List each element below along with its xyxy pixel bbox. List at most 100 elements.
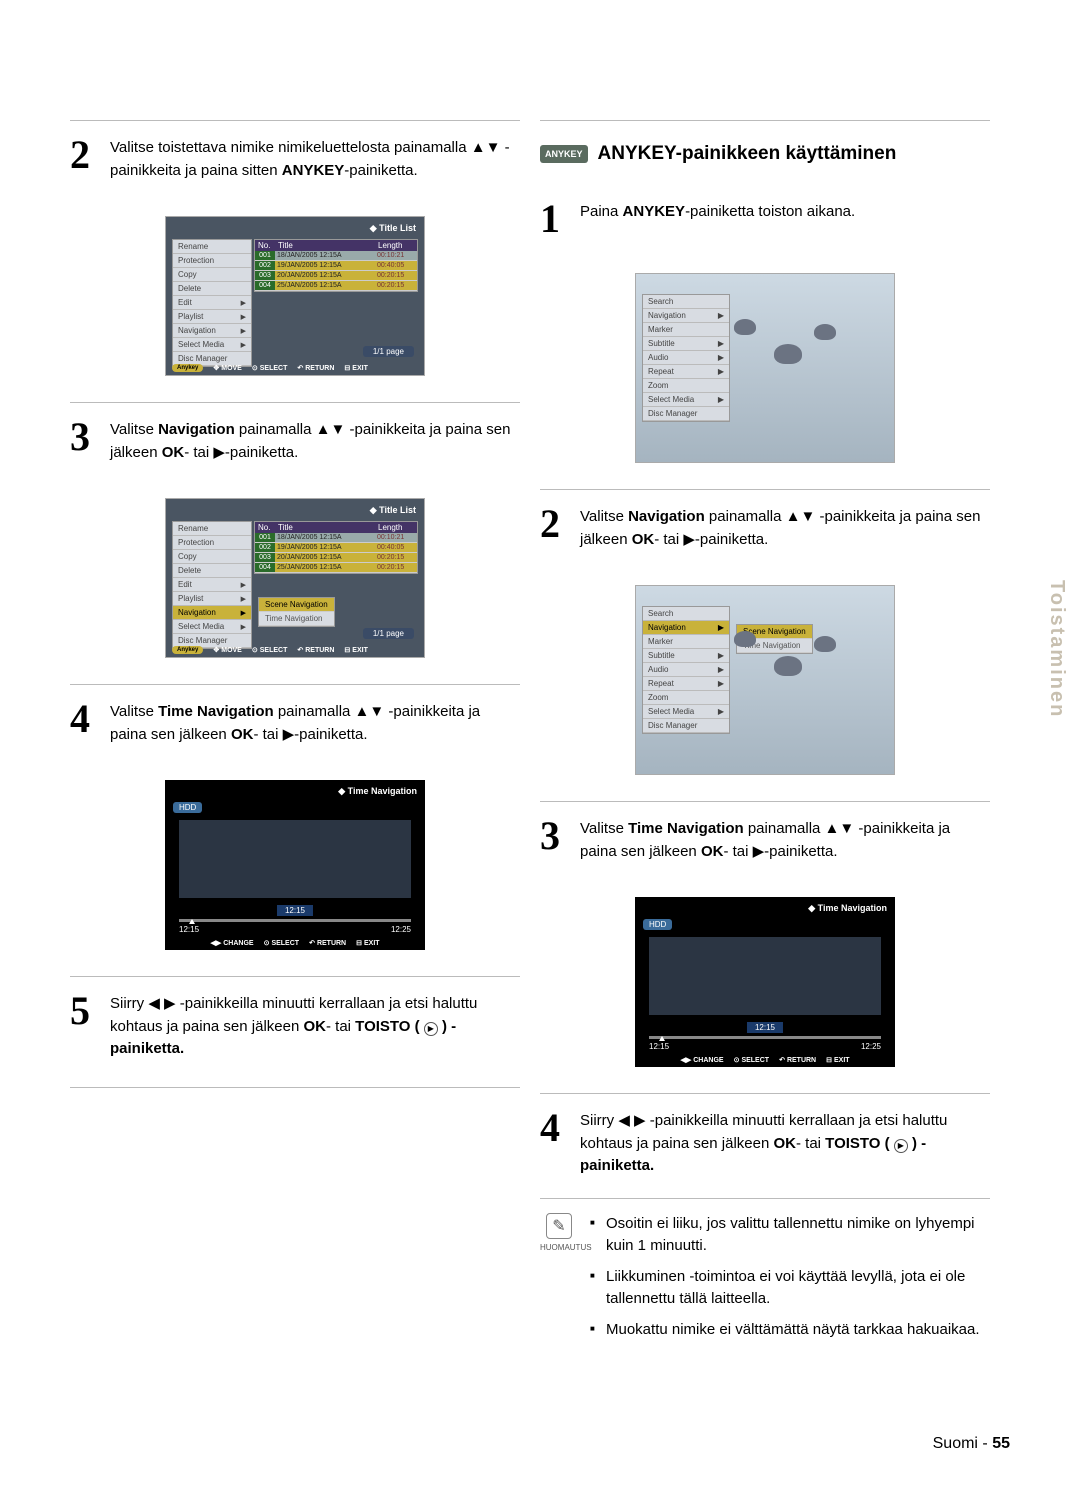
submenu-item[interactable]: Time Navigation [259,612,334,626]
cell: 18/JAN/2005 12:15A [275,251,375,260]
menu-item[interactable]: Delete [173,282,251,296]
menu-item[interactable]: Select Media▶ [643,393,729,407]
menu-item[interactable]: Navigation▶ [173,324,251,338]
menu-item[interactable]: Repeat▶ [643,365,729,379]
menu-item-selected[interactable]: Navigation▶ [173,606,251,620]
step-text: Valitse Navigation painamalla ▲▼ -painik… [580,504,990,551]
label: Select Media [178,622,224,631]
menu-item[interactable]: Subtitle▶ [643,649,729,663]
label: Navigation [178,608,216,617]
t: Valitse [110,703,158,720]
t: - tai [796,1135,825,1152]
footer-bar: Anykey ✥ MOVE ⊙ SELECT ↶ RETURN ⊟ EXIT [172,646,418,654]
note-block: ✎ HUOMAUTUS Osoitin ei liiku, jos valitt… [540,1198,990,1350]
menu-item[interactable]: Select Media▶ [173,338,251,352]
play-icon: ▶ [424,1022,438,1036]
table-row[interactable]: 00219/JAN/2005 12:15A00:40:05 [255,261,417,271]
chevron-right-icon: ▶ [241,581,246,589]
menu-item[interactable]: Navigation▶ [643,309,729,323]
step-number: 2 [70,135,100,182]
label: Playlist [178,594,203,603]
play-marker-icon [659,1036,665,1041]
table-row[interactable]: 00425/JAN/2005 12:15A00:20:15 [255,563,417,573]
center-time: 12:15 [277,905,313,916]
anykey-pill[interactable]: Anykey [172,364,203,372]
title-list-screenshot-navigation: ◆ Title List Rename Protection Copy Dele… [165,498,425,658]
step-text: Siirry ◀ ▶ -painikkeilla minuutti kerral… [580,1108,990,1178]
menu-item[interactable]: Marker [643,323,729,337]
menu-item[interactable]: Search [643,607,729,621]
menu-item[interactable]: Rename [173,240,251,254]
bird-graphic [724,626,854,716]
play-menu: Search Navigation▶ Marker Subtitle▶ Audi… [642,294,730,422]
step-number: 3 [70,417,100,464]
table-row[interactable]: 00118/JAN/2005 12:15A00:10:21 [255,251,417,261]
menu-item[interactable]: Disc Manager [643,407,729,421]
chevron-right-icon: ▶ [241,623,246,631]
table-row[interactable]: 00320/JAN/2005 12:15A00:20:15 [255,271,417,281]
step-text: Valitse Navigation painamalla ▲▼ -painik… [110,417,520,464]
col-len: Length [375,240,405,251]
center-time: 12:15 [747,1022,783,1033]
menu-item[interactable]: Marker [643,635,729,649]
menu-item[interactable]: Playlist▶ [173,310,251,324]
menu-item[interactable]: Rename [173,522,251,536]
menu-item[interactable]: Audio▶ [643,663,729,677]
cell: 00:20:15 [375,281,415,290]
menu-item[interactable]: Zoom [643,691,729,705]
table-row[interactable]: 00320/JAN/2005 12:15A00:20:15 [255,553,417,563]
menu-item[interactable]: Edit▶ [173,578,251,592]
label: Audio [648,665,668,674]
menu-item[interactable]: Zoom [643,379,729,393]
bold: ANYKEY [282,162,345,179]
menu-item[interactable]: Copy [173,268,251,282]
label: Audio [648,353,668,362]
footer-bar: ◀▶ CHANGE ⊙ SELECT ↶ RETURN ⊟ EXIT [171,939,419,947]
return-label: ↶ RETURN [309,939,346,947]
step-number: 5 [70,991,100,1061]
menu-item[interactable]: Select Media ▶ [173,620,251,634]
bird-graphic [724,314,854,404]
step-text: Valitse Time Navigation painamalla ▲▼ -p… [110,699,520,746]
cell: 00:40:05 [375,261,415,270]
menu-item[interactable]: Protection [173,536,251,550]
note-label: HUOMAUTUS [540,1243,592,1252]
menu-item[interactable]: Delete [173,564,251,578]
menu-item[interactable]: Search [643,295,729,309]
t: Siirry ◀ ▶ -painikkeilla minuutti kerral… [110,995,477,1035]
label: Playlist [178,312,203,321]
menu-item[interactable]: Copy [173,550,251,564]
menu-item[interactable]: Playlist▶ [173,592,251,606]
menu-item[interactable]: Protection [173,254,251,268]
timeline-bar[interactable] [649,1036,881,1039]
cell: 00:10:21 [375,251,415,260]
label: Select Media [648,395,694,404]
menu-item[interactable]: Edit▶ [173,296,251,310]
table-row[interactable]: 00118/JAN/2005 12:15A00:10:21 [255,533,417,543]
cell: 18/JAN/2005 12:15A [275,533,375,542]
menu-item[interactable]: Subtitle▶ [643,337,729,351]
title-list-screenshot: ◆ Title List Rename Protection Copy Dele… [165,216,425,376]
play-menu: Search Navigation▶ Marker Subtitle▶ Audi… [642,606,730,734]
menu-item-selected[interactable]: Navigation▶ [643,621,729,635]
cell: 20/JAN/2005 12:15A [275,553,375,562]
timeline-bar[interactable] [179,919,411,922]
step-number: 2 [540,504,570,551]
step-number: 4 [70,699,100,746]
move-label: ✥ MOVE [213,364,242,372]
cell: 004 [255,563,275,572]
title: Title List [379,505,416,515]
menu-item[interactable]: Select Media▶ [643,705,729,719]
footer-bar: Anykey ✥ MOVE ⊙ SELECT ↶ RETURN ⊟ EXIT [172,364,418,372]
menu-item[interactable]: Audio▶ [643,351,729,365]
table-panel: No.TitleLength 00118/JAN/2005 12:15A00:1… [254,239,418,292]
anykey-pill[interactable]: Anykey [172,646,203,654]
cell: 00:40:05 [375,543,415,552]
menu-item[interactable]: Repeat▶ [643,677,729,691]
menu-item[interactable]: Disc Manager [643,719,729,733]
table-row[interactable]: 00219/JAN/2005 12:15A00:40:05 [255,543,417,553]
table-row[interactable]: 00425/JAN/2005 12:15A00:20:15 [255,281,417,291]
submenu-item-selected[interactable]: Scene Navigation [259,598,334,612]
label: Edit [178,298,192,307]
b: TOISTO ( [355,1018,419,1035]
